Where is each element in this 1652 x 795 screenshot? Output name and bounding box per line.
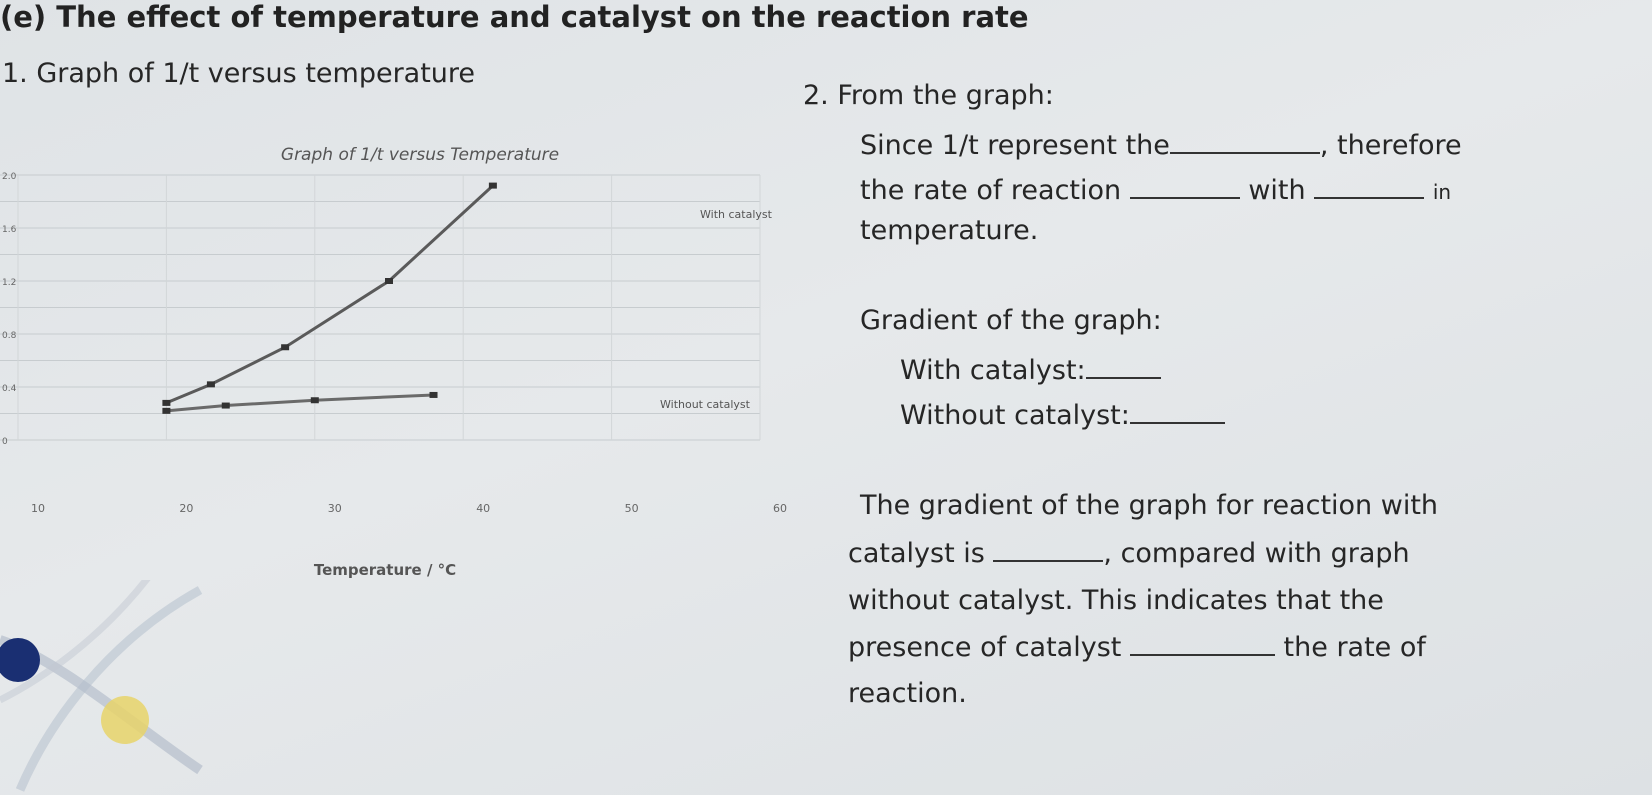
q1-line1: Since 1/t represent the , therefore bbox=[860, 130, 1462, 161]
data-point bbox=[162, 407, 171, 414]
with-catalyst-label: With catalyst: bbox=[900, 355, 1086, 386]
blank-4 bbox=[1085, 355, 1161, 379]
x-tick-label: 10 bbox=[31, 502, 45, 515]
data-point bbox=[429, 391, 438, 398]
blank-6 bbox=[993, 538, 1104, 562]
data-point bbox=[206, 381, 215, 388]
para-text-c: presence of catalyst bbox=[848, 632, 1122, 663]
q1-text-d: with bbox=[1248, 175, 1306, 206]
blank-7 bbox=[1129, 632, 1275, 656]
section2-heading: 2. From the graph: bbox=[803, 80, 1054, 111]
data-point bbox=[281, 344, 290, 351]
y-tick-labels: 2.0 1.6 1.2 0.8 0.4 0 bbox=[2, 172, 17, 447]
data-point bbox=[221, 402, 230, 409]
chart-grid bbox=[0, 174, 761, 441]
para-text-d: the rate of bbox=[1283, 632, 1426, 663]
q1-text-c: the rate of reaction bbox=[860, 175, 1122, 206]
x-tick-labels: 10 20 30 40 50 60 bbox=[31, 502, 787, 515]
decorative-atom-graphic bbox=[0, 580, 203, 792]
para-line4: presence of catalyst the rate of bbox=[848, 632, 1426, 663]
para-line3: without catalyst. This indicates that th… bbox=[848, 585, 1384, 616]
chart-series bbox=[162, 182, 497, 414]
series-line bbox=[165, 184, 494, 405]
y-tick-label: 2.0 bbox=[2, 172, 17, 182]
data-point bbox=[385, 278, 393, 284]
x-tick-label: 40 bbox=[476, 502, 490, 515]
legend-without-catalyst: Without catalyst bbox=[660, 398, 751, 411]
x-tick-label: 50 bbox=[625, 502, 639, 515]
blank-2 bbox=[1129, 175, 1240, 199]
page-header: (e) The effect of temperature and cataly… bbox=[0, 0, 1029, 34]
para-line1: The gradient of the graph for reaction w… bbox=[860, 490, 1439, 521]
section1-heading: 1. Graph of 1/t versus temperature bbox=[2, 58, 476, 89]
temperature-chart: Graph of 1/t versus Temperature 2.0 1.6 1.… bbox=[0, 145, 787, 579]
blank-3 bbox=[1314, 175, 1425, 199]
q1-line2: the rate of reaction with in bbox=[860, 175, 1451, 206]
para-line5: reaction. bbox=[848, 678, 967, 709]
with-catalyst-line: With catalyst: bbox=[900, 355, 1161, 386]
blank-1 bbox=[1169, 130, 1320, 154]
y-tick-label: 0 bbox=[2, 437, 8, 447]
para-text-a: catalyst is bbox=[848, 538, 985, 569]
y-tick-label: 0.8 bbox=[2, 331, 17, 341]
para-line2: catalyst is , compared with graph bbox=[848, 538, 1410, 569]
q1-line3: temperature. bbox=[860, 215, 1039, 246]
x-tick-label: 60 bbox=[773, 502, 787, 515]
chart-title: Graph of 1/t versus Temperature bbox=[281, 145, 559, 165]
para-text-b: , compared with graph bbox=[1103, 538, 1410, 569]
y-tick-label: 1.6 bbox=[2, 225, 17, 235]
legend-with-catalyst: With catalyst bbox=[700, 208, 773, 221]
q1-text-a: Since 1/t represent the bbox=[860, 130, 1170, 161]
without-catalyst-line: Without catalyst: bbox=[900, 400, 1225, 431]
data-point bbox=[488, 182, 497, 189]
data-point bbox=[310, 397, 319, 404]
y-tick-label: 0.4 bbox=[2, 384, 17, 394]
q1-text-b: , therefore bbox=[1319, 130, 1462, 161]
blank-5 bbox=[1129, 400, 1225, 424]
q1-text-e: in bbox=[1432, 180, 1452, 204]
data-point bbox=[162, 399, 171, 406]
x-axis-label: Temperature / °C bbox=[314, 561, 456, 579]
x-tick-label: 20 bbox=[179, 502, 193, 515]
y-tick-label: 1.2 bbox=[2, 278, 16, 288]
x-tick-label: 30 bbox=[328, 502, 342, 515]
gradient-heading: Gradient of the graph: bbox=[860, 305, 1162, 336]
series-line bbox=[166, 393, 434, 413]
without-catalyst-label: Without catalyst: bbox=[900, 400, 1130, 431]
